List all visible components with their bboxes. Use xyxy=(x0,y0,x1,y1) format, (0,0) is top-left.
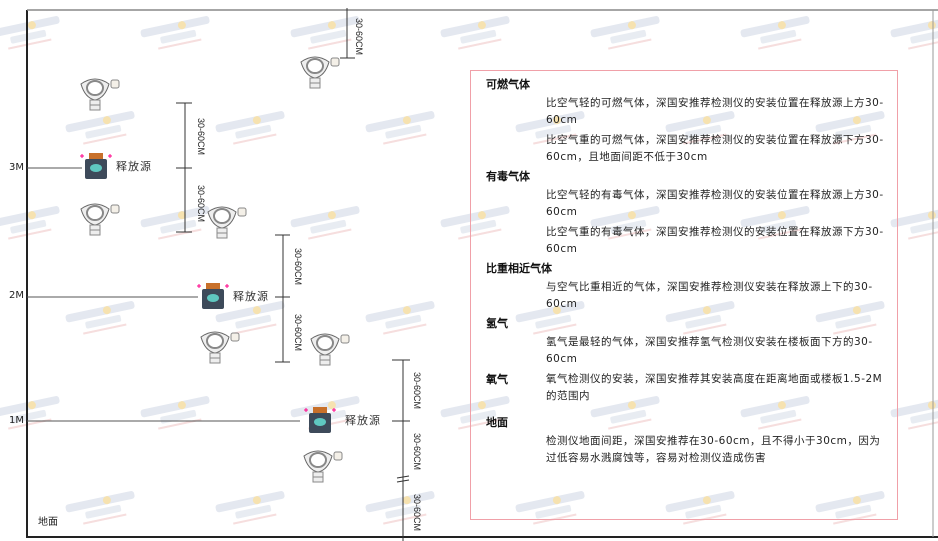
source-label: 释放源 xyxy=(345,414,381,427)
dimension-lines xyxy=(176,8,410,541)
gas-detector-icon xyxy=(303,450,343,483)
level-label-3m: 3M xyxy=(9,162,24,173)
watermark-logo xyxy=(0,16,60,50)
watermark-logo xyxy=(740,206,810,240)
source-label: 释放源 xyxy=(233,290,269,303)
dimension-label: 30-60CM xyxy=(293,314,303,352)
text-hydrogen: 氢气是最轻的气体，深国安推荐氢气检测仪安装在楼板面下方的30-60cm xyxy=(546,336,873,365)
watermark-logo xyxy=(365,111,435,145)
watermark-logo xyxy=(365,301,435,335)
watermark-logo xyxy=(140,206,210,240)
gas-detector-icon xyxy=(310,333,350,366)
dimension-label: 30-60CM xyxy=(412,494,422,532)
dimension-label: 30-60CM xyxy=(412,372,422,410)
watermark-logo xyxy=(140,396,210,430)
oxygen-row: 氧气 氧气检测仪的安装，深国安推荐其安装高度在距离地面或楼板1.5-2M的范围内 xyxy=(486,371,887,405)
watermark-logo xyxy=(65,301,135,335)
dimension-label: 30-60CM xyxy=(196,118,206,156)
watermark-logo xyxy=(815,301,885,335)
text-toxic-light: 比空气轻的有毒气体，深国安推荐检测仪的安装位置在释放源上方30-60cm xyxy=(546,189,884,218)
watermark-logo xyxy=(290,16,360,50)
heading-similar: 比重相近气体 xyxy=(486,262,552,275)
watermark-logo xyxy=(815,491,885,525)
watermark-logo xyxy=(590,396,660,430)
dimension-label: 30-60CM xyxy=(196,185,206,223)
gas-detector-icon xyxy=(207,206,247,239)
text-toxic-heavy: 比空气重的有毒气体，深国安推荐检测仪的安装位置在释放源下方30-60cm xyxy=(546,226,884,255)
watermark-logo xyxy=(440,206,510,240)
source-label: 释放源 xyxy=(116,160,152,173)
text-similar: 与空气比重相近的气体，深国安推荐检测仪安装在释放源上下的30-60cm xyxy=(546,281,873,310)
watermark-logo xyxy=(140,16,210,50)
watermark-logo xyxy=(590,206,660,240)
watermark-logo xyxy=(65,491,135,525)
release-source-icon xyxy=(80,153,112,179)
dimension-label: 30-60CM xyxy=(293,248,303,286)
gas-detector-icon xyxy=(80,203,120,236)
heading-toxic: 有毒气体 xyxy=(486,170,530,183)
watermark-logo xyxy=(65,111,135,145)
text-combustible-light: 比空气轻的可燃气体，深国安推荐检测仪的安装位置在释放源上方30-60cm xyxy=(546,97,884,126)
gas-detector-icon xyxy=(200,331,240,364)
text-ground: 检测仪地面间距，深国安推荐在30-60cm，且不得小于30cm，因为过低容易水溅… xyxy=(546,435,881,464)
dimension-label: 30-60CM xyxy=(354,18,364,56)
watermark-logo xyxy=(0,206,60,240)
gas-detector-icon xyxy=(80,78,120,111)
watermark-logo xyxy=(215,301,285,335)
watermark-logo xyxy=(440,16,510,50)
ground-label: 地面 xyxy=(38,517,58,528)
heading-hydrogen: 氢气 xyxy=(486,317,508,330)
watermark-logo xyxy=(740,16,810,50)
watermark-logo xyxy=(815,111,885,145)
level-label-2m: 2M xyxy=(9,290,24,301)
watermark-logo xyxy=(665,111,735,145)
watermark-logo xyxy=(890,16,938,50)
text-oxygen: 氧气检测仪的安装，深国安推荐其安装高度在距离地面或楼板1.5-2M的范围内 xyxy=(546,373,883,402)
dimension-label: 30-60CM xyxy=(412,433,422,471)
watermark-logo xyxy=(890,206,938,240)
release-source-icon xyxy=(304,407,336,433)
watermark-logo xyxy=(290,206,360,240)
watermark-logo xyxy=(515,301,585,335)
watermark-logo xyxy=(740,396,810,430)
watermark-logo xyxy=(215,491,285,525)
spacer xyxy=(486,408,887,412)
gas-detector-icon xyxy=(300,56,340,89)
heading-oxygen: 氧气 xyxy=(486,373,508,386)
text-combustible-heavy: 比空气重的可燃气体，深国安推荐检测仪的安装位置在释放源下方30-60cm，且地面… xyxy=(546,134,884,163)
watermark-logo xyxy=(665,301,735,335)
heading-ground: 地面 xyxy=(486,416,508,429)
level-label-1m: 1M xyxy=(9,415,24,426)
info-panel: 可燃气体 比空气轻的可燃气体，深国安推荐检测仪的安装位置在释放源上方30-60c… xyxy=(470,70,898,520)
watermark-logo xyxy=(440,396,510,430)
watermark-logo xyxy=(890,396,938,430)
watermark-logo xyxy=(365,491,435,525)
heading-combustible: 可燃气体 xyxy=(486,78,530,91)
watermark-logo xyxy=(515,111,585,145)
watermark-logo xyxy=(590,16,660,50)
release-source-icon xyxy=(197,283,229,309)
watermark-logo xyxy=(215,111,285,145)
